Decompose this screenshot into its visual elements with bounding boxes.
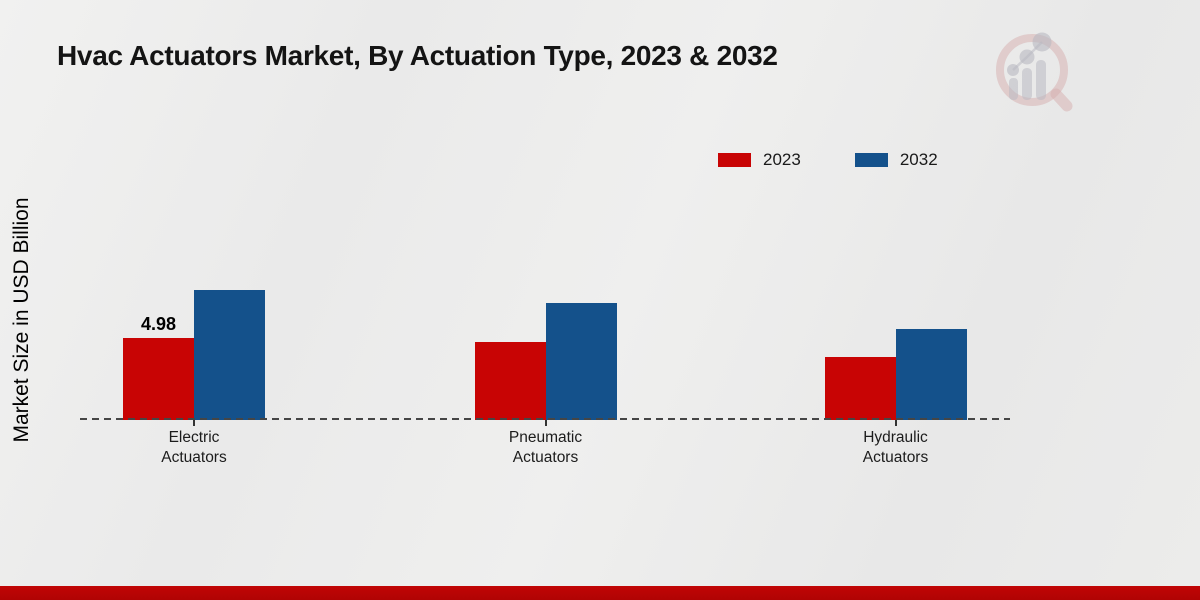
x-axis-tick-hydraulic-actuators	[894, 420, 897, 426]
category-label-hydraulic-actuators: Hydraulic Actuators	[862, 429, 929, 466]
category-label-electric-actuators: Electric Actuators	[161, 429, 227, 466]
bar-2023-hydraulic-actuators	[824, 357, 896, 420]
bottom-accent-band	[0, 586, 1200, 600]
legend-item-2023: 2023	[718, 150, 801, 170]
legend-swatch-2023	[718, 153, 751, 167]
bar-2023-electric-actuators	[123, 337, 194, 420]
x-axis-tick-pneumatic-actuators	[544, 420, 547, 426]
x-axis-tick-electric-actuators	[193, 420, 195, 426]
legend: 2023 2032	[718, 150, 938, 170]
legend-label-2023: 2023	[763, 150, 801, 169]
bar-2023-pneumatic-actuators	[474, 342, 546, 420]
chart-title: Hvac Actuators Market, By Actuation Type…	[57, 40, 778, 71]
y-axis-label: Market Size in USD Billion	[10, 197, 33, 443]
legend-item-2032: 2032	[854, 150, 938, 170]
legend-label-2032: 2032	[899, 150, 938, 169]
legend-swatch-2032	[854, 153, 888, 167]
value-label-2023-electric-actuators: 4.98	[140, 313, 177, 334]
bar-2032-hydraulic-actuators	[895, 329, 967, 420]
magnifier-bar-chart-logo-icon	[996, 32, 1073, 112]
bar-2032-electric-actuators	[194, 289, 265, 420]
x-axis-baseline	[80, 418, 1010, 420]
bar-2032-pneumatic-actuators	[545, 302, 617, 420]
category-label-pneumatic-actuators: Pneumatic Actuators	[508, 429, 583, 466]
